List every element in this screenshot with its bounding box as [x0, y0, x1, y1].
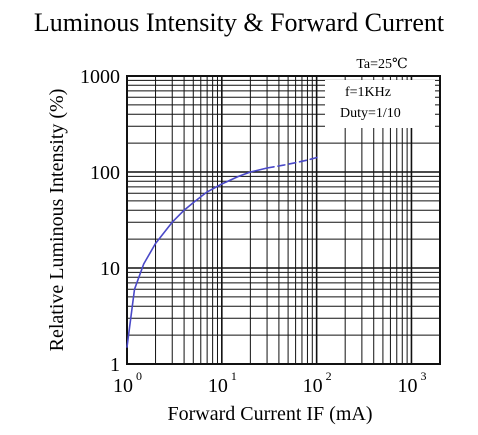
y-axis-title: Relative Luminous Intensity (%) [46, 89, 68, 352]
y-tick-label: 100 [90, 162, 120, 184]
plot-frame [126, 75, 441, 365]
series-layer [126, 155, 322, 348]
temperature-note: Ta=25℃ [356, 57, 407, 72]
y-tick-label: 10 [100, 258, 120, 280]
x-tick-exponent: 2 [326, 369, 332, 383]
x-tick-exponent: 1 [231, 369, 237, 383]
series-line-dashed [266, 155, 322, 169]
x-tick-labels: 10 0 10 1 10 2 10 3 [113, 369, 426, 397]
x-tick-label: 10 [208, 375, 228, 397]
x-tick-label: 10 [303, 375, 323, 397]
grid [126, 76, 441, 365]
x-tick-exponent: 3 [420, 369, 426, 383]
series-line [126, 167, 268, 348]
x-tick-exponent: 0 [136, 369, 142, 383]
chart-title: Luminous Intensity & Forward Current [34, 8, 445, 37]
annotation-box [325, 80, 435, 128]
duty-note: Duty=1/10 [340, 106, 401, 121]
x-tick-label: 10 [397, 375, 417, 397]
x-axis-title: Forward Current IF (mA) [168, 403, 373, 425]
y-tick-label: 1000 [80, 66, 120, 88]
frequency-note: f=1KHz [345, 85, 391, 100]
y-tick-labels: 1 10 100 1000 [80, 66, 120, 376]
y-tick-label: 1 [110, 354, 120, 376]
x-tick-label: 10 [113, 375, 133, 397]
